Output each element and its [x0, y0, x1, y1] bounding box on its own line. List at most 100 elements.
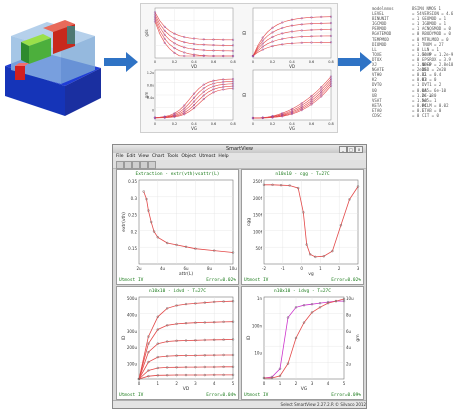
menu-item-view[interactable]: View — [138, 154, 149, 159]
x-tick-label: -2 — [262, 266, 266, 271]
x-tick-label: 3 — [311, 381, 314, 386]
x-tick-label: 5 — [232, 381, 235, 386]
y2-tick-label: 6u — [346, 329, 352, 334]
x-tick-label: 0.2 — [172, 122, 178, 126]
minimize-button[interactable]: _ — [339, 146, 347, 153]
open-icon[interactable] — [116, 161, 124, 169]
x-tick-label: 10u — [229, 266, 237, 271]
y-tick-label: 0.8u — [147, 84, 154, 88]
chart-pane-idvd[interactable]: n10x10 - idvd - T=27C 0 1 2 3 4 5 500u 400u 300u… — [116, 286, 239, 400]
x-tick-label: 0 — [138, 381, 141, 386]
footer-right: Error=0.02% — [331, 278, 361, 283]
flow-arrow-right-1 — [104, 52, 138, 76]
menu-item-utmost[interactable]: Utmost — [199, 154, 215, 159]
footer-right: Error=0.09% — [331, 393, 361, 398]
chart-title: Extraction - extr(vth)vsattr(L) — [117, 172, 238, 177]
footer-left: Utmost IV — [244, 393, 268, 398]
x-tick-label: 0 — [300, 266, 303, 271]
y-axis-label: ID — [246, 335, 252, 340]
menu-item-chart[interactable]: Chart — [152, 154, 164, 159]
x-tick-label: 0.2 — [172, 60, 178, 64]
y-tick-label: 0.35 — [128, 179, 137, 184]
x-tick-label: 4 — [213, 381, 216, 386]
maximize-button[interactable]: □ — [347, 146, 355, 153]
footer-right: Error=0.02% — [206, 278, 236, 283]
save-icon[interactable] — [124, 161, 132, 169]
x-tick-label: 0.6 — [211, 122, 217, 126]
x-tick-label: 0 — [263, 381, 266, 386]
y-tick-label: 0.4u — [147, 96, 154, 100]
chart-pane-idvg[interactable]: n10x10 - idvg - T=27C 0 1 2 3 4 5 1n 100n 10u VG I… — [241, 286, 364, 400]
x-tick-label: 0 — [154, 60, 156, 64]
model-param-row: CDSC = 0 CIT = 0 — [372, 113, 470, 118]
y-axis-label: ID — [242, 93, 247, 97]
window-title: SmartView — [113, 145, 366, 153]
y2-tick-label: 4u — [346, 345, 352, 350]
x-tick-label: 0.8 — [328, 60, 334, 64]
footer-left: Utmost IV — [244, 278, 268, 283]
footer-left: Utmost IV — [119, 393, 143, 398]
menu-item-tools[interactable]: Tools — [167, 154, 178, 159]
y-tick-label: 1n — [257, 296, 263, 301]
x-tick-label: 2u — [136, 266, 142, 271]
top-plots-panel: 0 0.2 0.4 0.6 0.8 VD gds 0 0.2 0.4 0.6 0.8 VD ID 0 0.2 0… — [140, 3, 338, 133]
y-tick-label: 150f — [253, 213, 263, 218]
chart-title: n10x10 - idvg - T=27C — [242, 289, 363, 294]
y-tick-label: 0.2 — [131, 229, 138, 234]
x-axis-label: VG — [301, 386, 308, 392]
x-tick-label: 8u — [207, 266, 213, 271]
x-tick-label: 0.8 — [230, 60, 236, 64]
y-tick-label: 0.15 — [128, 246, 137, 251]
y-tick-label: 100f — [253, 229, 263, 234]
pointer-icon[interactable] — [148, 161, 156, 169]
x-axis-label: VG — [191, 126, 197, 131]
smartview-window: SmartView _ □ x File Edit View Chart Tools Ob… — [112, 144, 367, 409]
x-tick-label: 0.8 — [230, 122, 236, 126]
close-button[interactable]: x — [355, 146, 363, 153]
y-axis-label: gds — [144, 29, 149, 36]
y-tick-label: 0.25 — [128, 213, 137, 218]
y-tick-label: 300u — [127, 329, 138, 334]
print-icon[interactable] — [132, 161, 140, 169]
x-tick-label: 3 — [194, 381, 197, 386]
x-tick-label: 0.6 — [211, 60, 217, 64]
menu-item-object[interactable]: Object — [181, 154, 196, 159]
plot-area — [264, 180, 358, 264]
chart-pane-cgg[interactable]: n10x10 - cgg - T=27C -2 -1 0 1 2 3 250f 200f 150… — [241, 169, 364, 285]
x-tick-label: 0.2 — [270, 122, 276, 126]
x-tick-label: -1 — [281, 266, 285, 271]
x-tick-label: 1 — [319, 266, 322, 271]
device-3d-illustration — [3, 6, 103, 118]
x-tick-label: 2 — [338, 266, 341, 271]
y-axis-label: extr(vth) — [121, 212, 127, 232]
x-axis-label: VG — [289, 126, 295, 131]
y-tick-label: 250f — [253, 179, 263, 184]
chart-pane-extraction[interactable]: Extraction - extr(vth)vsattr(L) 2u 4u 6u 8u… — [116, 169, 239, 285]
y-tick-label: 100u — [127, 362, 138, 367]
flow-arrow-right-2 — [338, 52, 372, 76]
x-tick-label: 6u — [183, 266, 189, 271]
menu-item-help[interactable]: Help — [218, 154, 228, 159]
y-axis-label: ID — [121, 335, 127, 340]
y-axis-label: ID — [242, 31, 247, 35]
x-axis-label: VD — [289, 64, 295, 69]
status-bar: Select SmartView 2.27.2.R © Silvaco 2012 — [113, 400, 366, 408]
x-tick-label: 3 — [357, 266, 360, 271]
model-param-cell: = 0 — [412, 113, 422, 118]
model-param-cell: CIT = 0 — [422, 113, 458, 118]
x-tick-label: 1 — [157, 381, 160, 386]
x-tick-label: 0.8 — [328, 122, 334, 126]
menu-item-file[interactable]: File — [116, 154, 124, 159]
y2-tick-label: 8u — [346, 312, 352, 317]
y-tick-label: 10u — [254, 351, 262, 356]
y2-tick-label: 2u — [346, 362, 352, 367]
y-tick-label: 200f — [253, 196, 263, 201]
menu-item-edit[interactable]: Edit — [127, 154, 136, 159]
footer-right: Error=0.04% — [206, 393, 236, 398]
zoom-icon[interactable] — [140, 161, 148, 169]
y-tick-label: 500u — [127, 296, 138, 301]
model-parameter-card: modelnmos BSIM4 NMOS 1 LEVEL = 54 VERSION = … — [372, 6, 470, 116]
x-tick-label: 4u — [160, 266, 166, 271]
chart-title: n10x10 - idvd - T=27C — [117, 289, 238, 294]
y-tick-label: 50f — [256, 246, 263, 251]
